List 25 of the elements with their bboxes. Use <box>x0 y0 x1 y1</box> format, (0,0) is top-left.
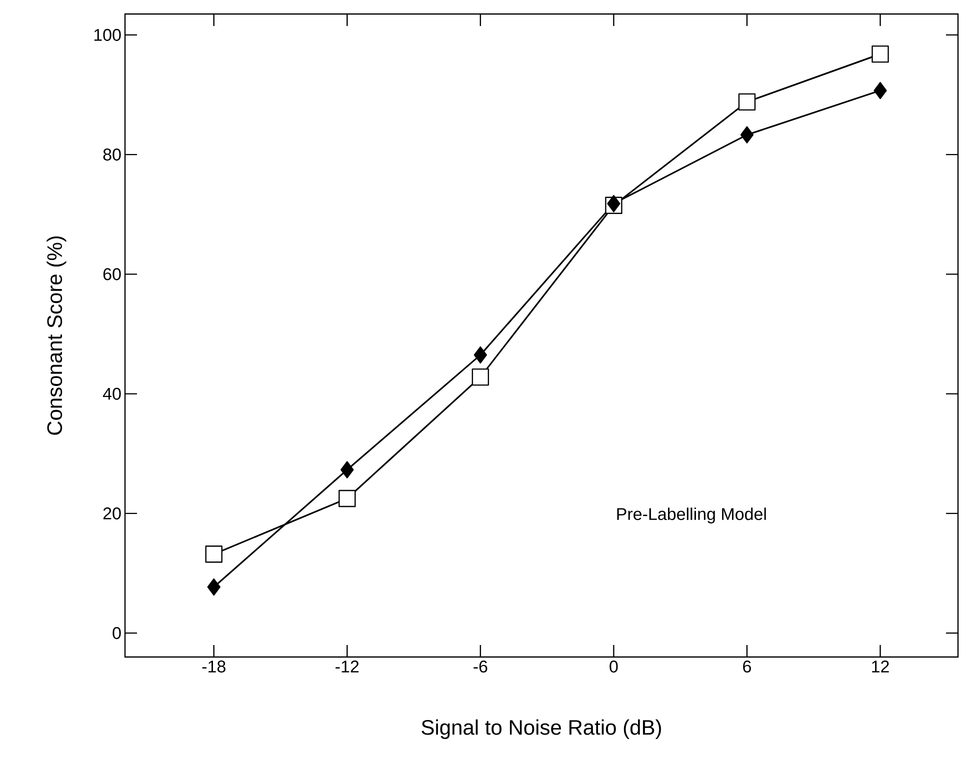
y-tick-label: 40 <box>102 388 121 400</box>
point <box>205 546 222 563</box>
x-tick-label: -6 <box>474 660 488 673</box>
y-tick-label: 100 <box>94 28 121 41</box>
x-tick-label: 6 <box>743 660 751 673</box>
x-axis-title: Signal to Noise Ratio (dB) <box>422 719 661 739</box>
y-tick-label: 0 <box>112 627 121 640</box>
point <box>338 490 356 508</box>
x-tick-label: 0 <box>610 660 618 673</box>
x-tick-label: 12 <box>872 660 889 672</box>
point <box>872 45 889 63</box>
annotation: Pre-Labelling Model <box>617 508 766 524</box>
point <box>874 82 887 100</box>
x-tick-label: -12 <box>336 660 359 672</box>
x-tick-label: -18 <box>202 660 226 673</box>
point <box>207 578 220 596</box>
point <box>472 368 490 386</box>
point <box>738 93 756 111</box>
point <box>474 346 488 364</box>
point <box>740 126 754 144</box>
point <box>340 461 354 478</box>
y-axis-title: Consonant Score (%) <box>46 236 66 435</box>
y-tick-label: 20 <box>103 507 121 520</box>
y-tick-label: 80 <box>103 148 121 161</box>
y-tick-label: 60 <box>103 268 121 280</box>
